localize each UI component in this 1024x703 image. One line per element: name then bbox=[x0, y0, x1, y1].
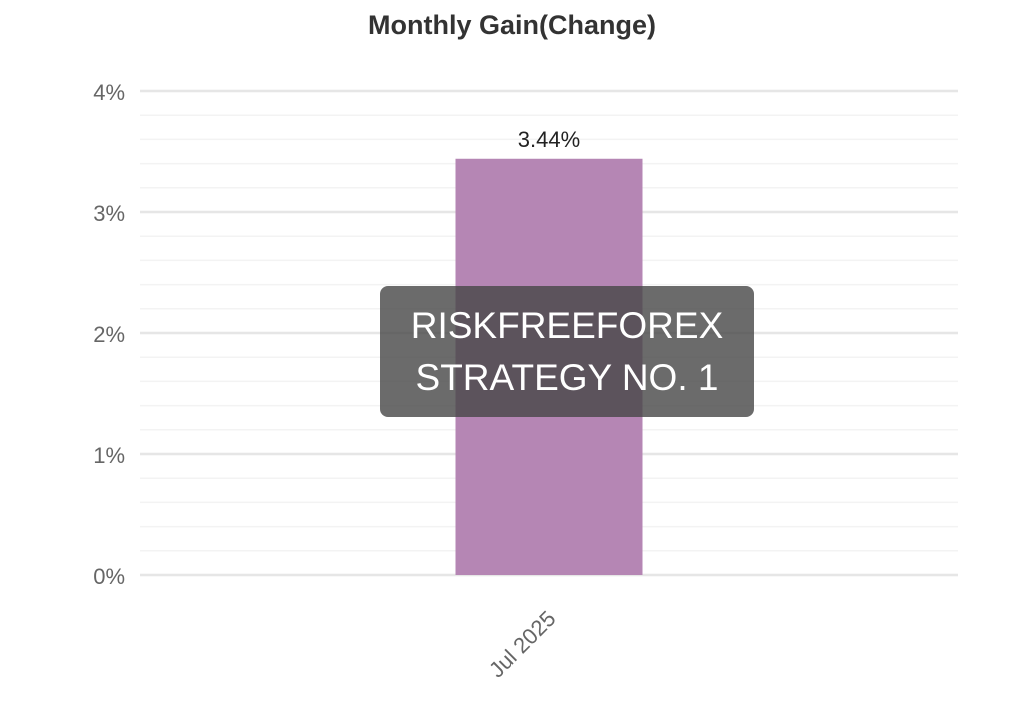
y-axis: 0% 1% 2% 3% 4% bbox=[93, 80, 125, 589]
y-tick-label: 4% bbox=[93, 80, 125, 105]
x-axis: Jul 2025 bbox=[484, 606, 561, 683]
y-tick-label: 1% bbox=[93, 443, 125, 468]
watermark-line-2: STRATEGY NO. 1 bbox=[415, 356, 719, 398]
y-tick-label: 2% bbox=[93, 322, 125, 347]
y-tick-label: 0% bbox=[93, 564, 125, 589]
chart-title: Monthly Gain(Change) bbox=[368, 10, 656, 40]
y-tick-label: 3% bbox=[93, 201, 125, 226]
bar-data-label: 3.44% bbox=[518, 127, 580, 152]
watermark-badge: RISKFREEFOREX STRATEGY NO. 1 bbox=[380, 286, 754, 417]
watermark-line-1: RISKFREEFOREX bbox=[410, 304, 724, 346]
x-tick-label: Jul 2025 bbox=[484, 606, 561, 683]
data-labels: 3.44% bbox=[518, 127, 580, 152]
